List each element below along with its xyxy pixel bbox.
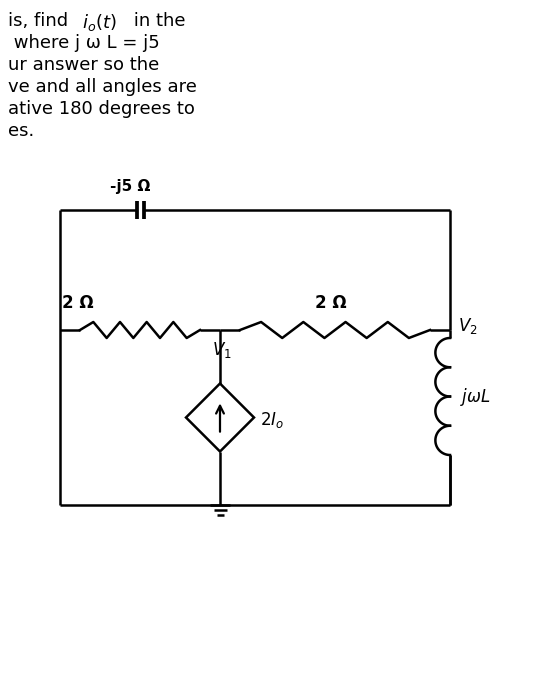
Text: $\mathit{V_1}$: $\mathit{V_1}$ (212, 340, 232, 360)
Text: -j5 Ω: -j5 Ω (110, 179, 150, 194)
Text: in the: in the (128, 12, 186, 30)
Text: ative 180 degrees to: ative 180 degrees to (8, 100, 195, 118)
Text: $\mathit{j\omega L}$: $\mathit{j\omega L}$ (460, 386, 491, 407)
Text: 2 Ω: 2 Ω (315, 294, 346, 312)
Text: $\mathit{2I_o}$: $\mathit{2I_o}$ (260, 410, 284, 430)
Text: es.: es. (8, 122, 34, 140)
Text: where j ω L = j5: where j ω L = j5 (8, 34, 160, 52)
Text: $\mathit{i_o(t)}$: $\mathit{i_o(t)}$ (82, 12, 117, 33)
Text: $\mathit{V_2}$: $\mathit{V_2}$ (458, 316, 478, 336)
Text: ur answer so the: ur answer so the (8, 56, 159, 74)
Text: 2 Ω: 2 Ω (62, 294, 93, 312)
Text: ve and all angles are: ve and all angles are (8, 78, 197, 96)
Text: is, find: is, find (8, 12, 74, 30)
